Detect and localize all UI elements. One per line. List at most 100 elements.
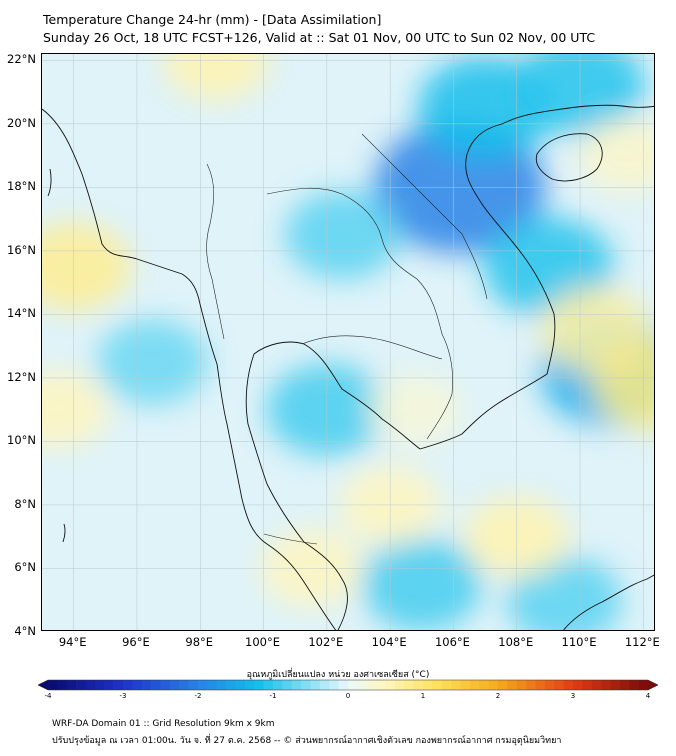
colorbar-tick-label: 4 [645, 692, 651, 700]
lat-label: 14°N [7, 306, 36, 321]
colorbar-segment [338, 680, 349, 690]
colorbar-tick-label: -1 [269, 692, 277, 700]
map-canvas [42, 54, 654, 630]
border-laos-vietnam [361, 133, 488, 300]
colorbar-segment [66, 680, 77, 690]
colorbar-segment [94, 680, 105, 690]
colorbar-tick-label: -4 [44, 692, 52, 700]
colorbar-segment [404, 680, 414, 690]
lat-label: 12°N [7, 369, 36, 384]
colorbar-segment [554, 680, 564, 690]
colorbar [38, 679, 658, 691]
colorbar-min-arrow [38, 680, 48, 690]
coastlines [42, 104, 654, 630]
colorbar-segment [460, 680, 471, 690]
colorbar-segment [329, 680, 339, 690]
colorbar-tick-label: 1 [420, 692, 426, 700]
colorbar-segment [591, 680, 602, 690]
colorbar-segment [413, 680, 424, 690]
colorbar-segment [479, 680, 489, 690]
lon-label: 100°E [245, 635, 281, 649]
colorbar-segment [310, 680, 321, 690]
colorbar-segment [357, 680, 368, 690]
colorbar-segment [273, 680, 283, 690]
colorbar-segment [85, 680, 96, 690]
colorbar-segment [207, 680, 218, 690]
border-thailand-malaysia [263, 533, 318, 545]
lat-label: 22°N [7, 52, 36, 67]
colorbar-segment [573, 680, 583, 690]
colorbar-segment [319, 680, 330, 690]
colorbar-segment [216, 680, 227, 690]
colorbar-segment [441, 680, 452, 690]
colorbar-tick-label: 2 [495, 692, 501, 700]
border-cambodia-vietnam [426, 333, 453, 440]
border-thailand-cambodia [301, 335, 443, 360]
coastline-myanmar-thailand-west [42, 108, 337, 630]
lon-label: 106°E [434, 635, 470, 649]
lat-label: 8°N [14, 496, 36, 511]
lon-label: 102°E [308, 635, 344, 649]
colorbar-segment [113, 680, 124, 690]
colorbar-segment [638, 680, 649, 690]
colorbar-segment [535, 680, 546, 690]
field-warm-east-edge [592, 338, 654, 431]
colorbar-segment [498, 680, 508, 690]
colorbar-segment [244, 680, 255, 690]
lon-label: 104°E [371, 635, 407, 649]
colorbar-segment [366, 680, 377, 690]
border-myanmar-thailand [206, 163, 225, 340]
field-cool-andaman-east [97, 319, 209, 405]
colorbar-segment [198, 680, 208, 690]
colorbar-segment [432, 680, 443, 690]
country-borders [206, 133, 488, 545]
colorbar-segment [104, 680, 114, 690]
lat-label: 6°N [14, 560, 36, 575]
colorbar-title: อุณหภูมิเปลี่ยนแปลง หน่วย องศาเซลเซียส (… [246, 670, 430, 680]
colorbar-segment [385, 680, 396, 690]
colorbar-tick-label: -2 [194, 692, 202, 700]
colorbar-segment [488, 680, 499, 690]
colorbar-segment [57, 680, 68, 690]
colorbar-segment [601, 680, 611, 690]
colorbar-segment [169, 680, 180, 690]
field-cool-central-thailand [284, 190, 401, 280]
field-warm-east-north [579, 118, 654, 193]
lat-label: 20°N [7, 115, 36, 130]
map-frame [41, 53, 655, 631]
colorbar-tick-label: 3 [570, 692, 576, 700]
colorbar-segment [619, 680, 630, 690]
footer-credit: ปรับปรุงข้อมูล ณ เวลา 01:00น. วัน จ. ที่… [52, 736, 562, 746]
colorbar-segment [582, 680, 593, 690]
colorbar-segment [610, 680, 621, 690]
colorbar-segment [132, 680, 143, 690]
lon-label: 94°E [58, 635, 87, 649]
lat-label: 10°N [7, 433, 36, 448]
colorbar-segment [423, 680, 433, 690]
field-warm-north-west [163, 54, 270, 102]
lat-label: 16°N [7, 242, 36, 257]
colorbar-segment [348, 680, 358, 690]
colorbar-segment [629, 680, 639, 690]
colorbar-max-arrow [648, 680, 658, 690]
lon-label: 108°E [498, 635, 534, 649]
colorbar-segment [544, 680, 555, 690]
field-warm-andaman-south [42, 370, 109, 449]
chart-subtitle: Sunday 26 Oct, 18 UTC FCST+126, Valid at… [43, 30, 596, 45]
colorbar-segment [179, 680, 189, 690]
coastline-peninsula-east [245, 341, 421, 630]
lon-label: 110°E [561, 635, 597, 649]
colorbar-segment [469, 680, 480, 690]
colorbar-segment [516, 680, 527, 690]
colorbar-segment [451, 680, 461, 690]
coastline-vietnam-south [419, 104, 654, 450]
colorbar-segment [376, 680, 386, 690]
lat-label: 18°N [7, 179, 36, 194]
field-warm-cambodia [369, 374, 462, 446]
colorbar-segment [48, 680, 58, 690]
coastline-hainan [535, 133, 603, 182]
lon-label: 98°E [185, 635, 214, 649]
colorbar-tick-label: 0 [345, 692, 351, 700]
colorbar-segment [507, 680, 518, 690]
lon-label: 96°E [122, 635, 150, 649]
